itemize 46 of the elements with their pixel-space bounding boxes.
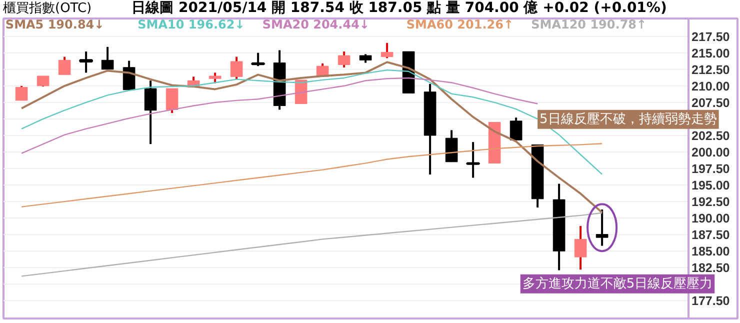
y-tick-label: 207.50 bbox=[692, 96, 730, 110]
y-tick-label: 182.50 bbox=[692, 261, 730, 276]
y-tick-label: 190.00 bbox=[692, 212, 730, 226]
text: SMA120 190.78↑ bbox=[531, 18, 647, 32]
candlestick bbox=[208, 72, 222, 84]
y-tick-label: 210.00 bbox=[692, 79, 730, 94]
y-tick-label: 192.50 bbox=[692, 195, 730, 210]
y-tick-label: 217.50 bbox=[692, 30, 730, 44]
candlestick bbox=[380, 42, 394, 60]
y-tick-label: 185.00 bbox=[692, 244, 730, 259]
text: SMA10 196.62↓ bbox=[138, 18, 245, 32]
candlestick bbox=[338, 50, 350, 68]
candlestick bbox=[251, 52, 265, 68]
candlestick bbox=[445, 129, 458, 163]
y-tick-label: 200.00 bbox=[692, 145, 730, 160]
line-series bbox=[20, 77, 538, 154]
chart-subtitle: 日線圖 2021/05/14 開 187.54 收 187.05 點 量 704.00 億 +0.02 (+0.01%) bbox=[132, 0, 667, 16]
line-series bbox=[20, 143, 603, 208]
candlestick bbox=[466, 141, 480, 179]
y-tick-label: 202.50 bbox=[692, 128, 730, 143]
candlestick bbox=[510, 116, 522, 142]
candlestick bbox=[58, 56, 71, 76]
candlestick bbox=[79, 50, 93, 74]
candlestick bbox=[15, 84, 28, 102]
chart-title: 櫃買指數(OTC) bbox=[3, 1, 92, 16]
candlestick bbox=[122, 60, 136, 91]
candlestick bbox=[596, 208, 608, 247]
text: SMA20 204.44↓ bbox=[262, 18, 370, 32]
line-series bbox=[20, 212, 603, 277]
y-tick-label: 195.00 bbox=[692, 178, 730, 193]
annotation: 多方進攻力道不敵5日線反壓壓力 bbox=[522, 275, 713, 292]
y-tick-label: 215.00 bbox=[692, 46, 730, 60]
candlestick bbox=[166, 88, 178, 114]
candlestick bbox=[294, 78, 308, 105]
text: SMA60 201.26↑ bbox=[406, 18, 514, 32]
y-tick-label: 212.50 bbox=[692, 62, 730, 77]
text: SMA5 190.84↓ bbox=[5, 18, 104, 32]
y-tick-label: 177.50 bbox=[692, 294, 730, 308]
candlestick bbox=[574, 224, 587, 271]
candlestick bbox=[144, 80, 157, 146]
candlestick bbox=[230, 56, 243, 80]
candlestick bbox=[36, 74, 50, 88]
annotation: 5日線反壓不破，持續弱勢走勢 bbox=[540, 112, 717, 127]
y-tick-label: 197.50 bbox=[692, 162, 730, 176]
candlestick bbox=[101, 46, 114, 70]
y-tick-label: 187.50 bbox=[692, 228, 730, 242]
